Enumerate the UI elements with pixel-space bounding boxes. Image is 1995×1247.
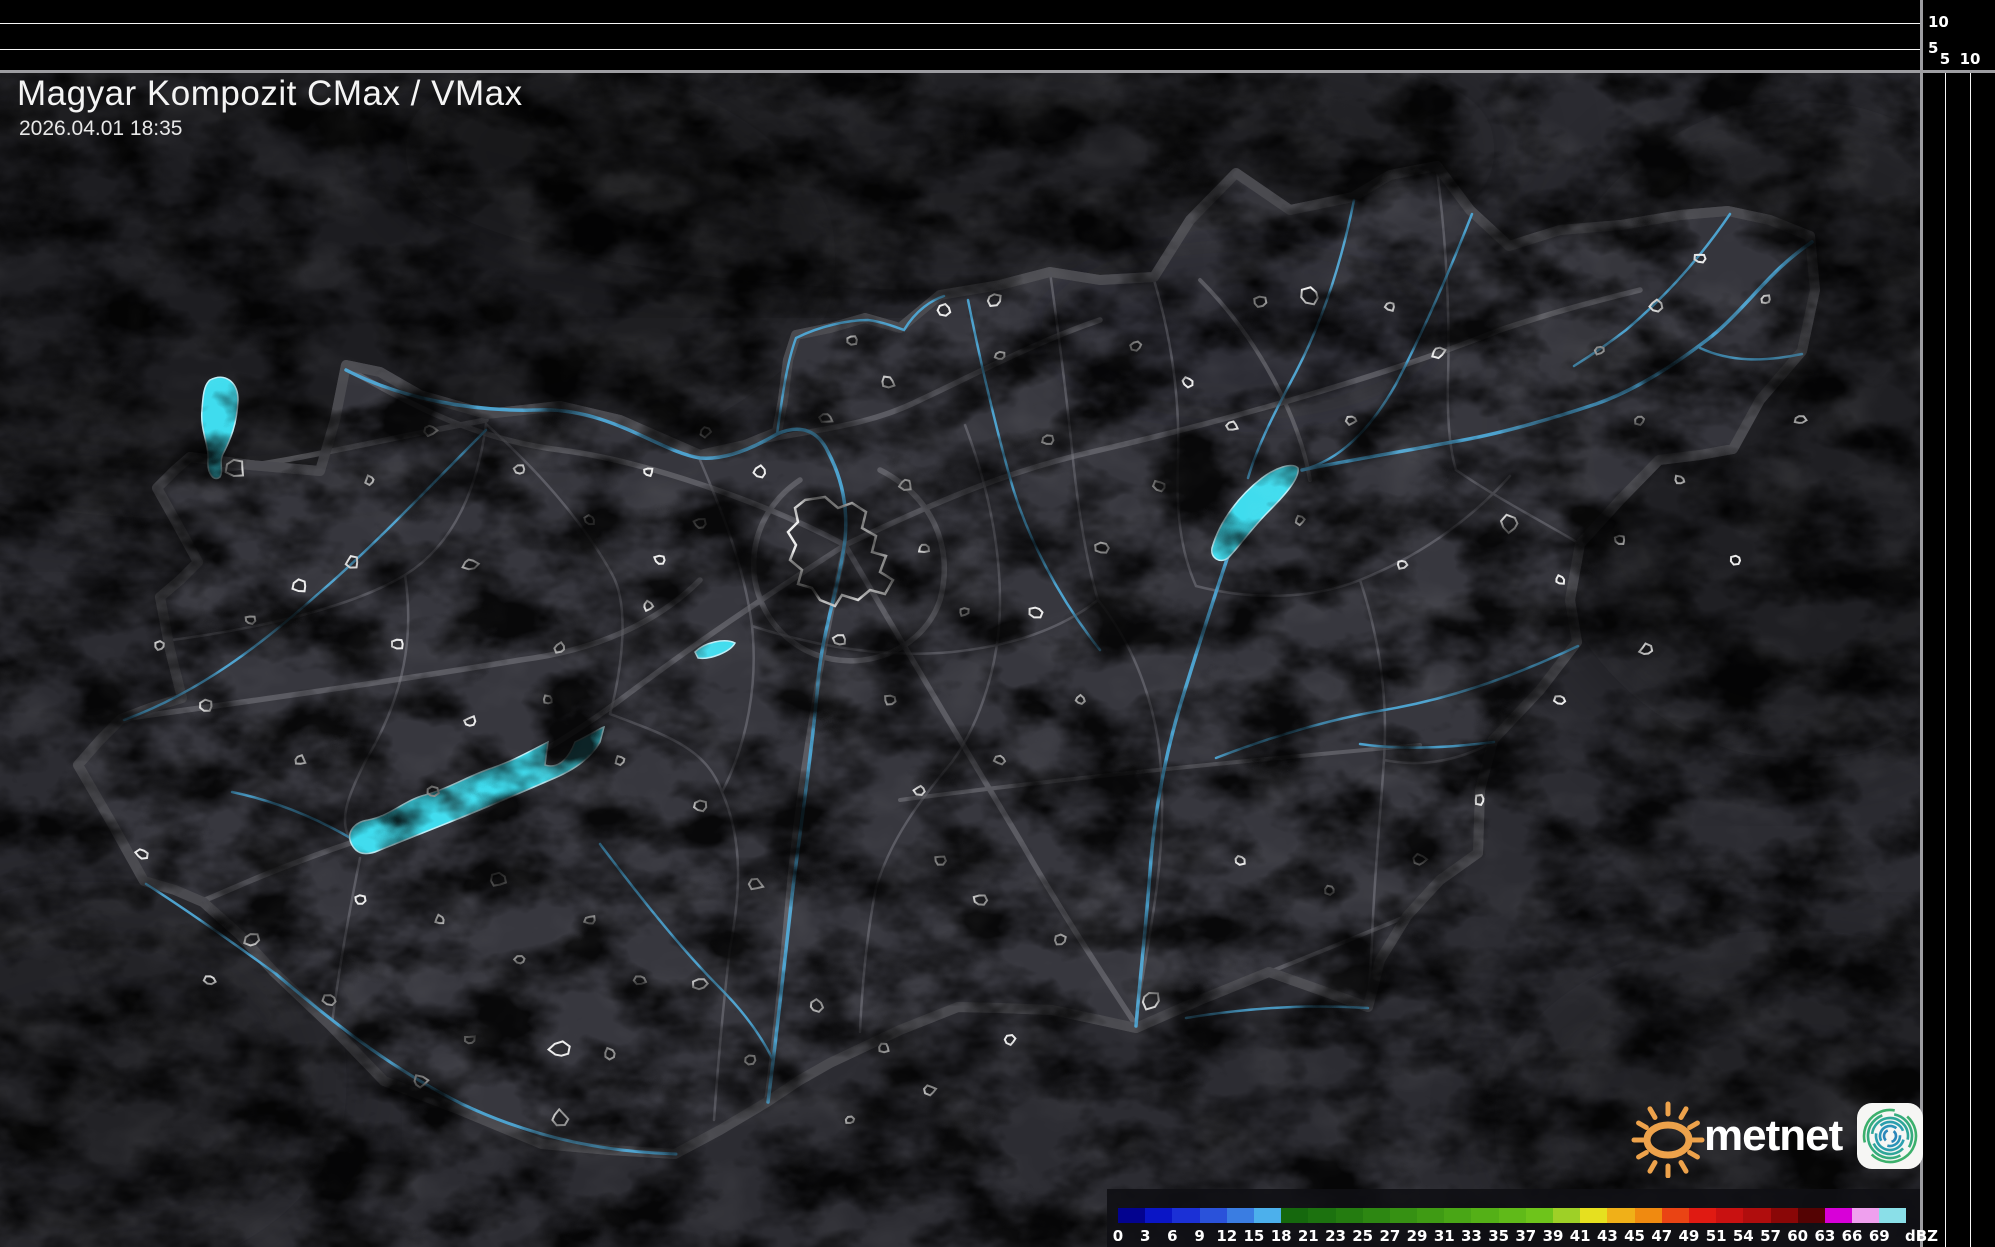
dbz-tick-label: 23 xyxy=(1325,1227,1346,1245)
dbz-cell-57: 57 xyxy=(1760,1208,1798,1245)
dbz-cell-9: 9 xyxy=(1194,1208,1227,1245)
dbz-cell-0: 0 xyxy=(1113,1208,1146,1245)
dbz-cell-49: 49 xyxy=(1679,1208,1717,1245)
dbz-tick-label: 3 xyxy=(1139,1227,1151,1245)
panel-divider-vertical xyxy=(1920,0,1923,1247)
dbz-tick-label: 37 xyxy=(1515,1227,1537,1245)
timestamp: 2026.04.01 18:35 xyxy=(19,117,183,140)
dbz-cell-37: 37 xyxy=(1515,1208,1553,1245)
dbz-cell-27: 27 xyxy=(1379,1208,1418,1245)
dbz-unit-label: dBZ xyxy=(1905,1227,1939,1245)
dbz-tick-label: 69 xyxy=(1868,1227,1890,1245)
terrain-texture-light xyxy=(0,73,1920,1247)
dbz-tick-label: 27 xyxy=(1379,1227,1401,1245)
vertical-cross-section-right xyxy=(1923,73,1995,1247)
dbz-tick-label: 25 xyxy=(1352,1227,1374,1245)
dbz-tick-label: 45 xyxy=(1624,1227,1645,1245)
dbz-tick-label: 49 xyxy=(1678,1227,1700,1245)
dbz-tick-label: 39 xyxy=(1542,1227,1564,1245)
dbz-tick-label: 60 xyxy=(1787,1227,1809,1245)
right-gridline-10 xyxy=(1970,73,1971,1247)
dbz-cell-51: 51 xyxy=(1706,1208,1744,1245)
radar-map xyxy=(0,73,1920,1247)
dbz-cell-35: 35 xyxy=(1488,1208,1526,1245)
logo-text: metnet xyxy=(1704,1111,1843,1160)
page-title: Magyar Kompozit CMax / VMax xyxy=(17,74,523,113)
dbz-cell-29: 29 xyxy=(1407,1208,1445,1245)
metnet-logo: metnet xyxy=(1626,1094,1924,1178)
dbz-cell-33: 33 xyxy=(1461,1208,1499,1245)
dbz-cell-15: 15 xyxy=(1244,1208,1282,1245)
dbz-cell-41: 41 xyxy=(1570,1208,1608,1245)
dbz-cell-39: 39 xyxy=(1543,1208,1581,1245)
dbz-tick-label: 63 xyxy=(1814,1227,1836,1245)
dbz-cell-45: 45 xyxy=(1624,1208,1662,1245)
dbz-cell-21: 21 xyxy=(1298,1208,1336,1245)
dbz-tick-label: 66 xyxy=(1841,1227,1863,1245)
sun-icon xyxy=(1631,1101,1705,1178)
dbz-tick-label: 15 xyxy=(1243,1227,1265,1245)
dbz-cell-43: 43 xyxy=(1597,1208,1635,1245)
dbz-cell-18: 18 xyxy=(1271,1208,1309,1245)
dbz-cell-60: 60 xyxy=(1787,1208,1825,1245)
dbz-cell-69: 69 xyxy=(1869,1208,1907,1245)
right-gridline-5 xyxy=(1945,73,1946,1247)
right-axis-label-5: 5 xyxy=(1939,50,1951,68)
dbz-tick-label: 31 xyxy=(1433,1227,1455,1245)
dbz-cell-63: 63 xyxy=(1814,1208,1853,1245)
dbz-tick-label: 18 xyxy=(1270,1227,1292,1245)
dbz-cell-31: 31 xyxy=(1434,1208,1472,1245)
top-gridline-5 xyxy=(0,49,1920,50)
top-axis-label-5: 5 xyxy=(1928,39,1939,58)
panel-divider-horizontal xyxy=(0,70,1995,73)
cross-section-axis-corner: 10 5 5 10 xyxy=(1923,0,1995,70)
metnet-app-icon xyxy=(1857,1103,1924,1169)
dbz-tick-label: 12 xyxy=(1216,1227,1238,1245)
dbz-tick-label: 51 xyxy=(1705,1227,1727,1245)
dbz-tick-label: 54 xyxy=(1732,1227,1754,1245)
dbz-tick-label: 33 xyxy=(1461,1227,1482,1245)
dbz-tick-label: 35 xyxy=(1488,1227,1510,1245)
dbz-tick-label: 47 xyxy=(1651,1227,1673,1245)
top-axis-label-10: 10 xyxy=(1928,13,1949,32)
dbz-cell-6: 6 xyxy=(1167,1208,1200,1245)
dbz-tick-label: 9 xyxy=(1194,1227,1205,1245)
radar-map-viewport xyxy=(0,73,1920,1247)
dbz-cell-54: 54 xyxy=(1733,1208,1771,1245)
dbz-tick-label: 0 xyxy=(1112,1227,1124,1245)
dbz-cell-47: 47 xyxy=(1651,1208,1689,1245)
dbz-cell-25: 25 xyxy=(1352,1208,1390,1245)
dbz-color-bar: 0 3 6 9 12 15 18 21 23 25 27 29 31 33 35 37 39 41 43 45 47 49… xyxy=(1113,1208,1907,1245)
dbz-tick-label: 21 xyxy=(1297,1227,1319,1245)
dbz-cell-12: 12 xyxy=(1216,1208,1254,1245)
dbz-tick-label: 6 xyxy=(1167,1227,1178,1245)
dbz-cell-3: 3 xyxy=(1140,1208,1173,1245)
dbz-cell-66: 66 xyxy=(1842,1208,1880,1245)
dbz-cell-23: 23 xyxy=(1325,1208,1363,1245)
dbz-tick-label: 41 xyxy=(1569,1227,1591,1245)
dbz-color-scale: 0 3 6 9 12 15 18 21 23 25 27 29 31 33 35 37 39 41 43 45 47 49… xyxy=(1107,1189,1938,1247)
top-gridline-10 xyxy=(0,23,1920,24)
right-axis-label-10: 10 xyxy=(1959,50,1981,68)
dbz-tick-label: 43 xyxy=(1596,1227,1618,1245)
dbz-tick-label: 57 xyxy=(1760,1227,1781,1245)
dbz-tick-label: 29 xyxy=(1406,1227,1428,1245)
vertical-cross-section-top xyxy=(0,0,1920,70)
